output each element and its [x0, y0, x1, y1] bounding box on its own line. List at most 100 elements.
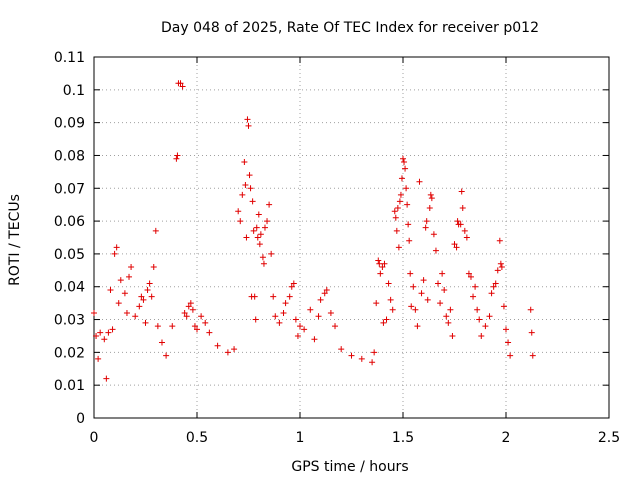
y-tick-label: 0 [76, 411, 85, 427]
data-point [439, 270, 446, 277]
data-point [496, 237, 503, 244]
y-tick-label: 0.04 [54, 280, 85, 296]
data-point [194, 326, 200, 333]
data-point [418, 290, 425, 297]
x-tick-label: 0 [90, 430, 99, 446]
data-point [385, 280, 392, 287]
data-point [395, 244, 402, 251]
data-point [198, 313, 205, 320]
y-tick-label: 0.1 [63, 83, 85, 99]
data-point [266, 201, 273, 208]
data-point [185, 303, 192, 310]
data-point [231, 346, 238, 353]
data-point [393, 227, 400, 234]
data-point [443, 313, 450, 320]
data-point [396, 198, 403, 205]
data-point [257, 231, 264, 238]
data-point [152, 227, 159, 234]
data-point [177, 80, 184, 87]
data-point [380, 319, 387, 326]
x-tick-label: 1.5 [392, 430, 414, 446]
data-point [187, 300, 194, 307]
data-point [527, 306, 534, 313]
points-layer [91, 80, 536, 382]
data-point [290, 280, 297, 287]
data-point [280, 309, 287, 316]
plot-frame [93, 56, 610, 419]
data-point [276, 319, 283, 326]
data-point [381, 260, 388, 267]
data-point [371, 349, 378, 356]
data-point [376, 260, 383, 267]
data-point [412, 306, 419, 313]
data-point [472, 283, 479, 290]
data-point [105, 329, 112, 336]
data-point [427, 191, 434, 198]
data-point [454, 218, 461, 225]
data-point [250, 227, 257, 234]
data-point [451, 241, 458, 248]
data-point [428, 195, 435, 202]
y-tick-label: 0.11 [54, 50, 85, 66]
data-point [251, 293, 258, 300]
y-axis-label: ROTI / TECUs [7, 194, 23, 286]
data-point [463, 234, 470, 241]
data-point [246, 172, 253, 179]
data-point [482, 323, 489, 330]
data-point [297, 323, 303, 330]
data-point [121, 290, 128, 297]
y-tick-label: 0.06 [54, 214, 85, 230]
data-point [321, 290, 328, 297]
data-point [264, 218, 271, 225]
data-point [435, 280, 442, 287]
data-point [317, 296, 324, 303]
data-point [97, 329, 104, 336]
data-point [95, 355, 102, 362]
data-point [142, 319, 149, 326]
data-point [430, 231, 437, 238]
data-point [158, 339, 165, 346]
data-point [408, 303, 415, 310]
data-point [332, 323, 339, 330]
y-tick-label: 0.07 [54, 181, 85, 197]
data-point [237, 218, 244, 225]
data-point [348, 352, 355, 359]
data-point [247, 185, 254, 192]
data-point [224, 349, 231, 356]
data-point [311, 336, 318, 343]
data-point [109, 326, 116, 333]
data-point [163, 352, 170, 359]
data-point [391, 208, 398, 215]
data-point [315, 313, 322, 320]
data-point [375, 257, 382, 264]
y-tick-label: 0.09 [54, 116, 85, 132]
data-point [476, 316, 483, 323]
data-point [103, 375, 110, 382]
x-tick-label: 1 [296, 430, 305, 446]
data-point [91, 309, 97, 316]
data-point [423, 218, 430, 225]
data-point [327, 309, 334, 316]
data-point [259, 254, 266, 261]
data-point [150, 264, 157, 271]
data-point [252, 316, 259, 323]
data-point [470, 293, 477, 300]
data-point [414, 323, 421, 330]
data-point [261, 224, 268, 231]
data-point [410, 283, 417, 290]
data-point [465, 270, 472, 277]
data-point [117, 277, 124, 284]
x-tick-label: 2.5 [598, 430, 620, 446]
data-point [113, 244, 120, 251]
data-point [402, 165, 409, 172]
data-point [459, 204, 466, 211]
data-point [255, 211, 262, 218]
y-tick-label: 0.03 [54, 313, 85, 329]
data-point [420, 277, 427, 284]
data-point [486, 313, 493, 320]
data-point [529, 352, 536, 359]
data-point [432, 247, 439, 254]
chart-title: Day 048 of 2025, Rate Of TEC Index for r… [161, 20, 539, 36]
data-point [394, 204, 401, 211]
